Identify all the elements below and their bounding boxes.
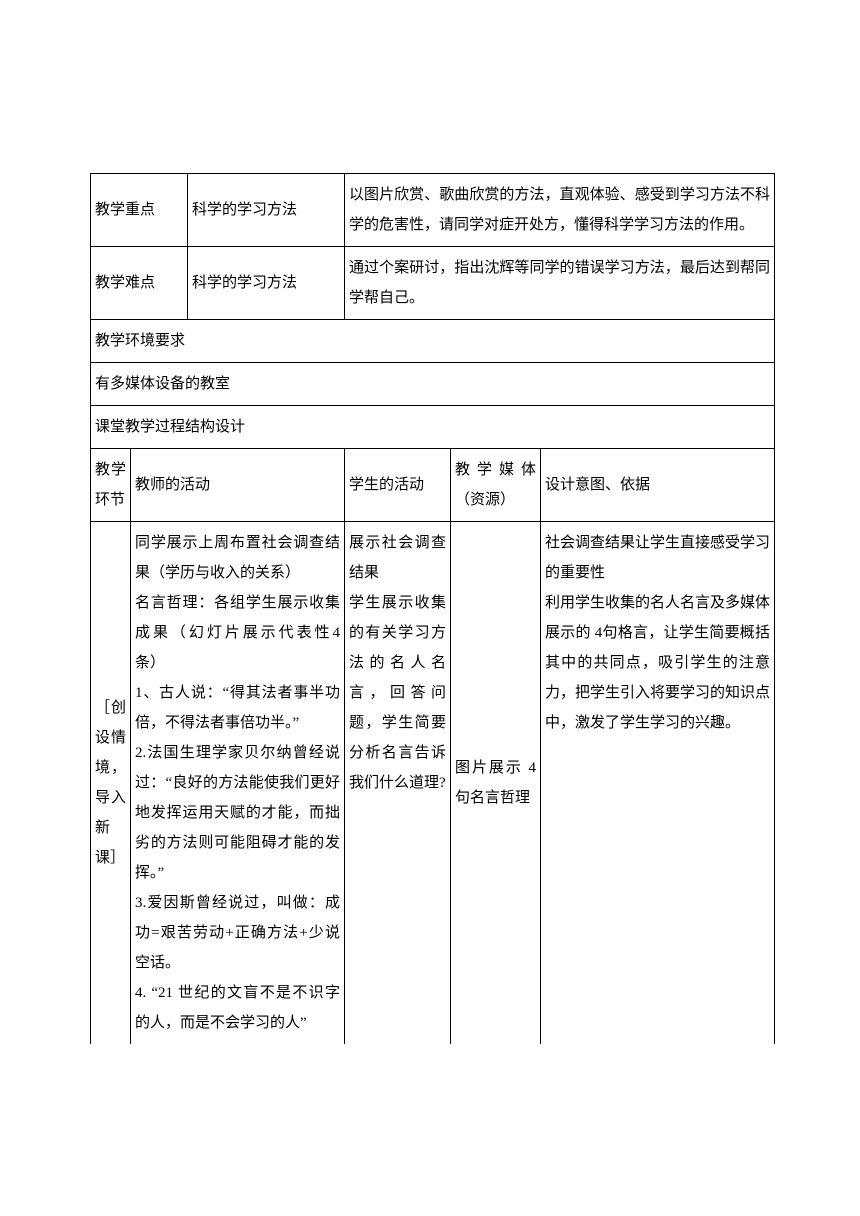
header-student: 学生的活动 bbox=[345, 448, 451, 521]
row-environment-content: 有多媒体设备的教室 bbox=[91, 362, 775, 405]
header-intent: 设计意图、依据 bbox=[541, 448, 775, 521]
row-teaching-difficulty: 教学难点 科学的学习方法 通过个案研讨，指出沈辉等同学的错误学习方法，最后达到帮… bbox=[91, 246, 775, 319]
cell-intent: 社会调查结果让学生直接感受学习的重要性 利用学生收集的名人名言及多媒体展示的 4… bbox=[541, 521, 775, 1044]
header-media: 教学媒体（资源） bbox=[451, 448, 541, 521]
content-environment: 有多媒体设备的教室 bbox=[91, 362, 775, 405]
row-body: ［创设情境，导入新课］ 同学展示上周布置社会调查结果（学历与收入的关系） 名言哲… bbox=[91, 521, 775, 1044]
content-teaching-focus: 科学的学习方法 bbox=[188, 173, 345, 246]
row-teaching-focus: 教学重点 科学的学习方法 以图片欣赏、歌曲欣赏的方法，直观体验、感受到学习方法不… bbox=[91, 173, 775, 246]
label-teaching-difficulty: 教学难点 bbox=[91, 246, 188, 319]
strategy-teaching-difficulty: 通过个案研讨，指出沈辉等同学的错误学习方法，最后达到帮同学帮自己。 bbox=[345, 246, 775, 319]
row-process-label: 课堂教学过程结构设计 bbox=[91, 405, 775, 448]
cell-student: 展示社会调查结果 学生展示收集的有关学习方法的名人名言，回答问题，学生简要分析名… bbox=[345, 521, 451, 1044]
cell-stage: ［创设情境，导入新课］ bbox=[91, 521, 131, 1044]
label-environment: 教学环境要求 bbox=[91, 319, 775, 362]
row-column-headers: 教学环节 教师的活动 学生的活动 教学媒体（资源） 设计意图、依据 bbox=[91, 448, 775, 521]
document-page: 教学重点 科学的学习方法 以图片欣赏、歌曲欣赏的方法，直观体验、感受到学习方法不… bbox=[90, 173, 770, 1044]
strategy-teaching-focus: 以图片欣赏、歌曲欣赏的方法，直观体验、感受到学习方法不科学的危害性，请同学对症开… bbox=[345, 173, 775, 246]
header-teacher: 教师的活动 bbox=[131, 448, 345, 521]
label-teaching-focus: 教学重点 bbox=[91, 173, 188, 246]
row-environment-label: 教学环境要求 bbox=[91, 319, 775, 362]
cell-teacher: 同学展示上周布置社会调查结果（学历与收入的关系） 名言哲理：各组学生展示收集成果… bbox=[131, 521, 345, 1044]
content-teaching-difficulty: 科学的学习方法 bbox=[188, 246, 345, 319]
header-stage: 教学环节 bbox=[91, 448, 131, 521]
label-process: 课堂教学过程结构设计 bbox=[91, 405, 775, 448]
lesson-plan-table: 教学重点 科学的学习方法 以图片欣赏、歌曲欣赏的方法，直观体验、感受到学习方法不… bbox=[90, 173, 775, 1044]
cell-media: 图片展示 4句名言哲理 bbox=[451, 521, 541, 1044]
